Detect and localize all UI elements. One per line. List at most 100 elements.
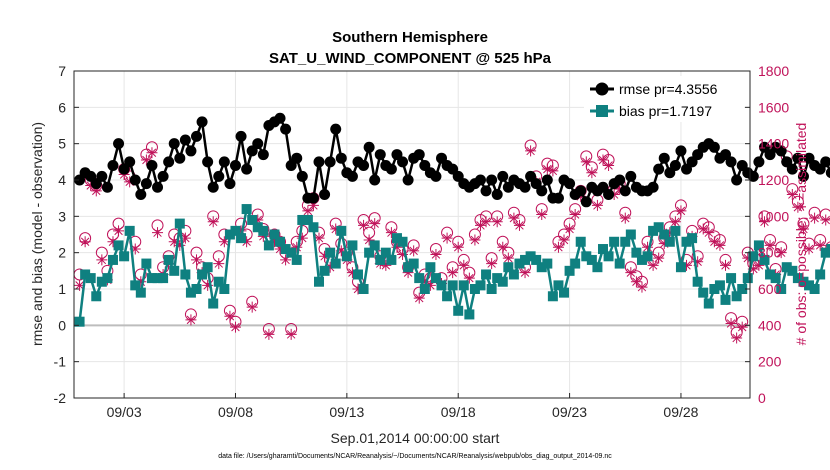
obs-assimilated-point: [218, 236, 230, 248]
bias-point: [208, 298, 219, 309]
bias-point: [781, 262, 792, 273]
y-tick-label-left: 7: [58, 63, 66, 79]
bias-point: [486, 284, 497, 294]
bias-point: [174, 218, 185, 229]
obs-assimilated-point: [591, 199, 603, 211]
obs-assimilated-point: [202, 279, 214, 291]
bias-point: [358, 284, 369, 294]
obs-assimilated-point: [775, 247, 787, 259]
chart-title: Southern Hemisphere: [332, 29, 488, 46]
obs-assimilated-point: [385, 227, 397, 239]
x-tick-label: 09/23: [552, 404, 587, 420]
rmse-point: [179, 134, 191, 146]
bias-point: [241, 204, 252, 215]
obs-assimilated-point: [352, 283, 364, 295]
bias-point: [425, 262, 436, 273]
obs-assimilated-point: [168, 236, 180, 248]
y-tick-label-right: 1600: [758, 99, 789, 115]
rmse-point: [369, 174, 381, 186]
rmse-point: [124, 156, 136, 168]
rmse-point: [202, 156, 214, 168]
bias-point: [152, 273, 163, 284]
bias-point: [614, 258, 625, 269]
obs-assimilated-point: [458, 259, 470, 271]
bias-point: [820, 247, 830, 258]
obs-assimilated-point: [619, 212, 631, 224]
bias-point: [698, 287, 709, 298]
rmse-point: [413, 149, 425, 161]
rmse-point: [786, 163, 798, 175]
obs-assimilated-point: [669, 216, 681, 228]
obs-assimilated-point: [541, 163, 553, 175]
bias-point: [219, 284, 230, 294]
obs-assimilated-point: [408, 245, 420, 257]
obs-assimilated-point: [569, 209, 581, 221]
obs-assimilated-point: [614, 183, 626, 195]
x-axis-label: Sep.01,2014 00:00:00 start: [331, 430, 500, 446]
obs-assimilated-point: [280, 254, 292, 266]
obs-assimilated-point: [447, 267, 459, 279]
bias-point: [163, 254, 174, 265]
bias-point: [575, 236, 586, 247]
obs-assimilated-point: [603, 159, 615, 171]
rmse-series: [74, 112, 830, 208]
bias-point: [80, 269, 91, 280]
bias-point: [826, 244, 830, 255]
bias-point: [330, 258, 341, 269]
bias-point: [85, 273, 96, 284]
obs-assimilated-point: [469, 234, 481, 246]
rmse-point: [358, 159, 370, 171]
rmse-point: [825, 167, 830, 179]
obs-assimilated-point: [681, 259, 693, 271]
bias-point: [380, 247, 391, 258]
bias-point: [236, 233, 247, 244]
bias-point: [442, 291, 453, 302]
bias-point: [659, 229, 670, 240]
y-tick-label-left: 5: [58, 136, 66, 152]
rmse-point: [747, 170, 759, 182]
bias-point: [531, 254, 542, 265]
y-tick-label-right: 1400: [758, 136, 789, 152]
y-tick-label-left: 2: [58, 245, 66, 261]
rmse-point: [163, 156, 175, 168]
rmse-point: [402, 174, 414, 186]
obs-assimilated-point: [124, 176, 136, 188]
obs-assimilated-point: [664, 227, 676, 239]
rmse-point: [191, 130, 203, 142]
obs-assimilated-point: [152, 227, 164, 239]
obs-possible-point: [819, 208, 830, 221]
rmse-point: [218, 156, 230, 168]
obs-assimilated-point: [263, 328, 275, 340]
bias-point: [469, 284, 480, 294]
obs-assimilated-point: [697, 223, 709, 235]
bias-point: [258, 225, 269, 236]
obs-assimilated-point: [140, 154, 152, 166]
obs-assimilated-point: [324, 261, 336, 273]
bias-point: [169, 265, 180, 276]
y-axis-label-right: # of obs: o=possible; ∗=assimilated: [793, 123, 809, 346]
obs-assimilated-point: [692, 256, 704, 268]
bias-point: [508, 269, 519, 280]
rmse-point: [603, 189, 615, 201]
rmse-point: [792, 152, 804, 164]
bias-point: [514, 258, 525, 269]
bias-point: [275, 236, 286, 247]
bias-point: [681, 236, 692, 247]
y-tick-label-left: 1: [58, 281, 66, 297]
bias-point: [464, 309, 475, 320]
obs-assimilated-point: [630, 276, 642, 288]
obs-assimilated-point: [703, 227, 715, 239]
obs-assimilated-point: [636, 281, 648, 293]
rmse-point: [708, 141, 720, 153]
bias-point: [481, 269, 492, 280]
obs-assimilated-point: [747, 263, 759, 275]
obs-assimilated-point: [107, 236, 119, 248]
obs-assimilated-point: [797, 223, 809, 235]
rmse-point: [307, 192, 319, 204]
bias-point: [603, 251, 614, 262]
obs-assimilated-point: [285, 328, 297, 340]
obs-assimilated-point: [820, 214, 830, 226]
rmse-point: [647, 181, 659, 193]
bias-point: [369, 240, 380, 251]
bias-point: [742, 273, 753, 284]
